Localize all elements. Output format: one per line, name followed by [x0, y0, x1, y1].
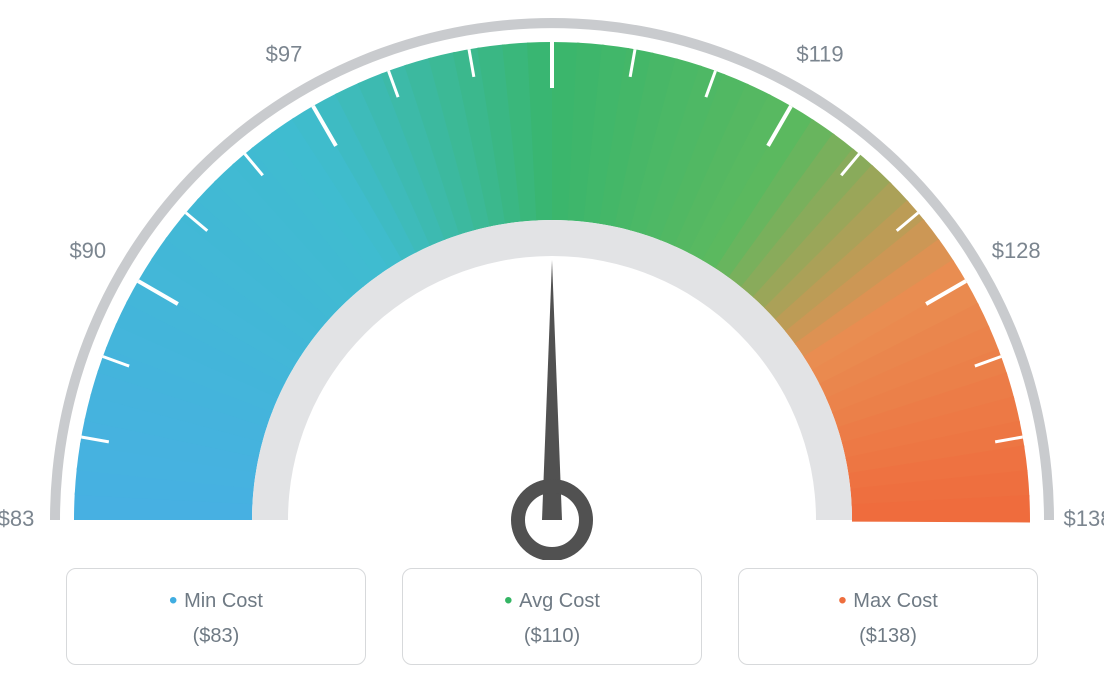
- gauge-svg: $83$90$97$110$119$128$138: [0, 0, 1104, 560]
- gauge-tick-label: $128: [992, 238, 1041, 263]
- legend-max: Max Cost ($138): [738, 568, 1038, 665]
- legend-min-label: Min Cost: [77, 587, 355, 615]
- gauge-container: $83$90$97$110$119$128$138: [0, 0, 1104, 560]
- gauge-tick-label: $83: [0, 506, 34, 531]
- legend-avg-label: Avg Cost: [413, 587, 691, 615]
- legend-avg-value: ($110): [413, 625, 691, 648]
- legend-min: Min Cost ($83): [66, 568, 366, 665]
- gauge-tick-label: $90: [69, 238, 106, 263]
- legend-row: Min Cost ($83) Avg Cost ($110) Max Cost …: [0, 568, 1104, 665]
- gauge-tick-label: $138: [1064, 506, 1104, 531]
- gauge-tick-label: $119: [796, 42, 843, 67]
- gauge-tick-label: $97: [266, 42, 303, 67]
- legend-max-value: ($138): [749, 625, 1027, 648]
- legend-avg: Avg Cost ($110): [402, 568, 702, 665]
- legend-min-value: ($83): [77, 625, 355, 648]
- legend-max-label: Max Cost: [749, 587, 1027, 615]
